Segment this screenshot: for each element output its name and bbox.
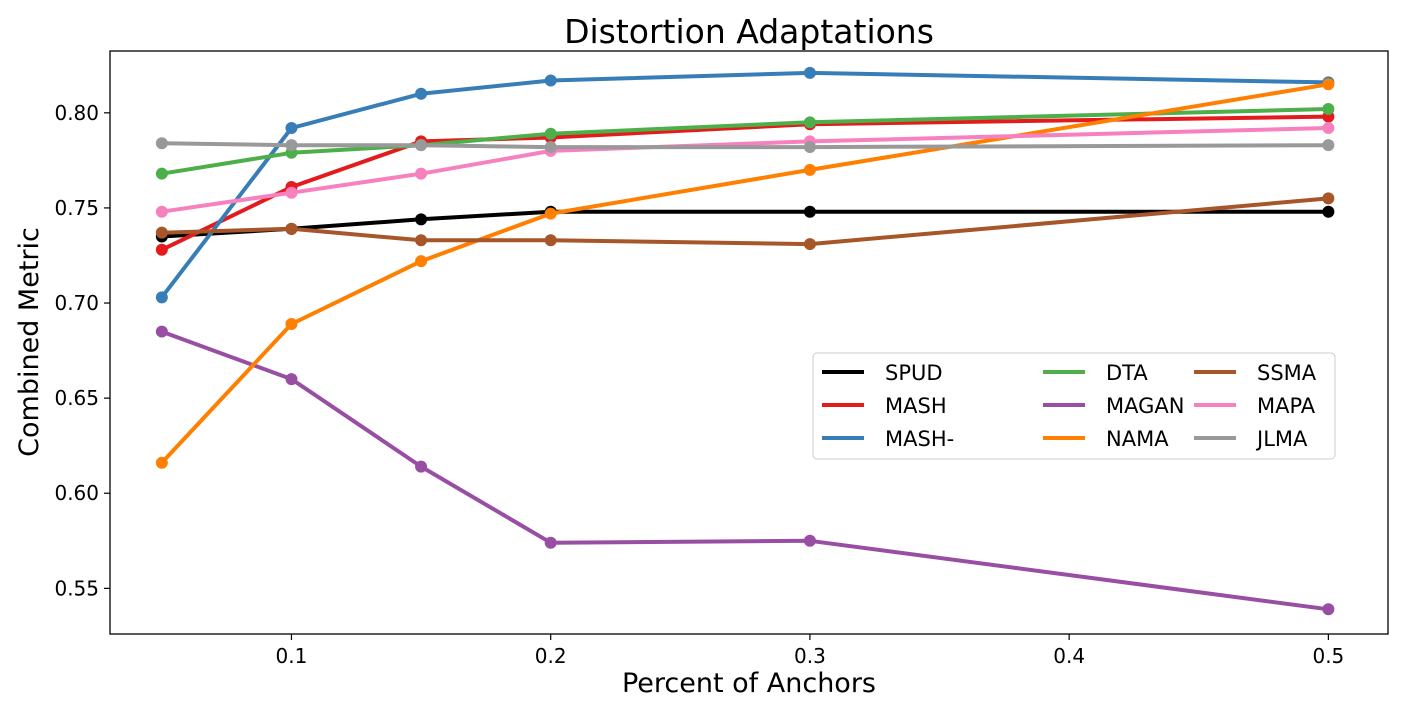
series-line-jlma [159, 141, 1331, 150]
data-point-nama [415, 255, 428, 268]
x-axis: 0.1 0.2 0.3 0.4 0.5 [276, 634, 1344, 668]
data-point-magan [285, 373, 298, 386]
y-tick-label: 0.55 [54, 576, 99, 600]
data-point-dta [544, 127, 557, 140]
data-point-jlma [803, 141, 816, 154]
data-point-dta [155, 167, 168, 180]
data-point-mash [155, 291, 168, 304]
x-tick-label: 0.3 [794, 644, 826, 668]
y-tick-label: 0.60 [54, 481, 99, 505]
legend: SPUD MASH MASH- DTA MAGAN NAMA SSMA MAPA JLMA [812, 352, 1336, 460]
data-point-dta [803, 116, 816, 129]
y-tick-label: 0.70 [54, 291, 99, 315]
legend-label-dta: DTA [1106, 361, 1148, 385]
data-point-ssma [544, 234, 557, 247]
plot-frame [109, 50, 1389, 635]
data-point-mapa [285, 186, 298, 199]
data-point-nama [1322, 78, 1335, 91]
data-point-spud [1322, 205, 1335, 218]
chart-title: Distortion Adaptations [564, 12, 934, 51]
x-tick-label: 0.2 [535, 644, 567, 668]
legend-label-jlma: JLMA [1255, 427, 1308, 451]
x-tick-label: 0.5 [1312, 644, 1344, 668]
y-tick-label: 0.75 [54, 196, 99, 220]
data-point-jlma [415, 139, 428, 152]
data-point-jlma [1322, 139, 1335, 152]
legend-label-magan: MAGAN [1106, 394, 1184, 418]
data-point-mapa [415, 167, 428, 180]
series-line-magan [159, 329, 1331, 612]
data-point-ssma [285, 222, 298, 235]
series-line-nama [159, 82, 1331, 465]
y-axis-label: Combined Metric [14, 227, 45, 457]
data-point-ssma [1322, 192, 1335, 205]
data-point-magan [415, 460, 428, 473]
legend-label-mash: MASH- [885, 427, 954, 451]
y-axis: 0.55 0.60 0.65 0.70 0.75 0.80 [54, 101, 110, 600]
data-point-nama [285, 317, 298, 330]
data-point-mash [544, 74, 557, 87]
series-line-ssma [159, 196, 1331, 247]
data-point-mapa [155, 205, 168, 218]
data-point-magan [803, 534, 816, 547]
series-layer [155, 66, 1335, 616]
series-mapa [155, 122, 1335, 218]
series-spud [155, 205, 1335, 243]
legend-label-ssma: SSMA [1257, 361, 1317, 385]
series-line-mapa [159, 126, 1331, 214]
data-point-jlma [544, 141, 557, 154]
data-point-magan [1322, 603, 1335, 616]
data-point-magan [155, 325, 168, 338]
x-axis-label: Percent of Anchors [622, 668, 876, 699]
data-point-magan [544, 536, 557, 549]
data-point-nama [803, 163, 816, 176]
data-point-dta [1322, 103, 1335, 116]
data-point-mash [415, 87, 428, 100]
series-magan [155, 325, 1335, 616]
data-point-ssma [155, 226, 168, 239]
legend-label-nama: NAMA [1106, 427, 1169, 451]
series-nama [155, 78, 1335, 469]
legend-label-mash: MASH [885, 394, 947, 418]
series-ssma [155, 192, 1335, 251]
series-line-mash [159, 114, 1331, 252]
legend-label-spud: SPUD [885, 361, 943, 385]
series-line-dta [159, 107, 1331, 176]
series-jlma [155, 137, 1335, 154]
data-point-ssma [803, 238, 816, 251]
y-tick-label: 0.80 [54, 101, 99, 125]
data-point-jlma [155, 137, 168, 150]
x-tick-label: 0.4 [1053, 644, 1085, 668]
data-point-mash [803, 66, 816, 79]
data-point-mash [285, 122, 298, 135]
data-point-spud [415, 213, 428, 226]
y-tick-label: 0.65 [54, 386, 99, 410]
legend-label-mapa: MAPA [1257, 394, 1316, 418]
data-point-jlma [285, 139, 298, 152]
x-tick-label: 0.1 [276, 644, 308, 668]
data-point-spud [803, 205, 816, 218]
data-point-mash [155, 243, 168, 256]
data-point-nama [155, 456, 168, 469]
data-point-mapa [1322, 122, 1335, 135]
data-point-ssma [415, 234, 428, 247]
data-point-nama [544, 207, 557, 220]
